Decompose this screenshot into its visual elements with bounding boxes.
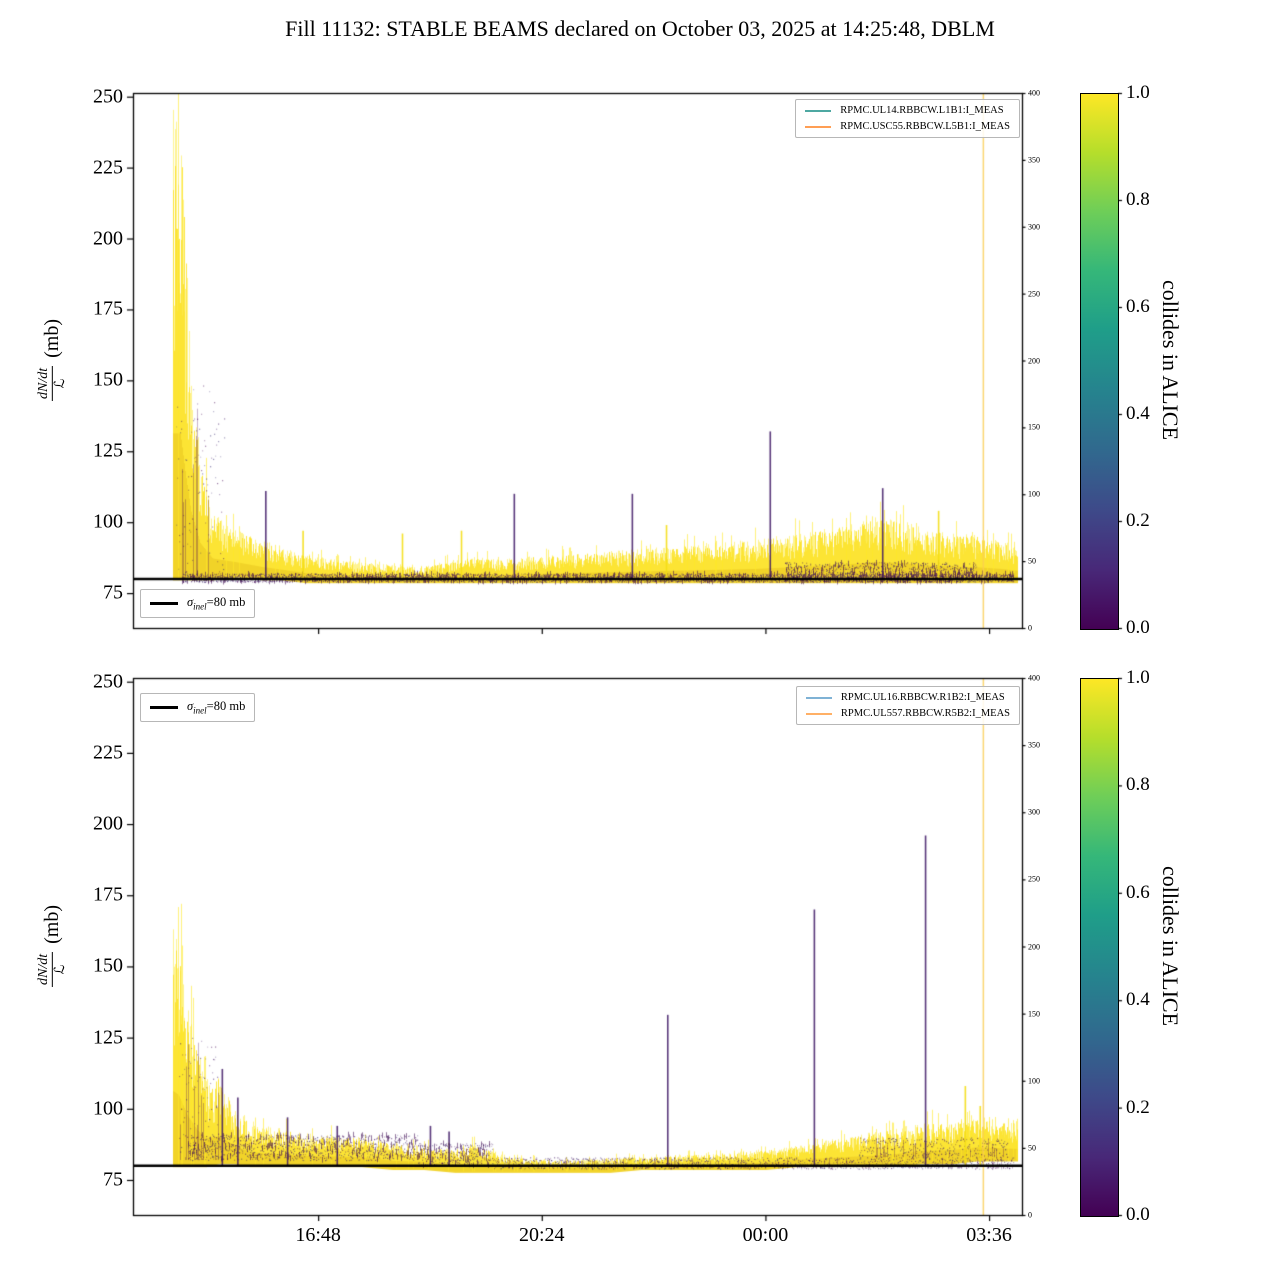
colorbar-tick-label: 0.8 [1126, 774, 1150, 796]
x-tick-label: 20:24 [518, 1224, 565, 1246]
right-axis-tick-label: 300 [1028, 222, 1040, 232]
right-axis-tick-label: 150 [1028, 1009, 1040, 1019]
legend-line-sample [805, 696, 832, 699]
y-tick-label: 200 [93, 812, 123, 835]
colorbar-tick-label: 0.2 [1126, 510, 1150, 531]
sigma-subscript: inel [193, 601, 207, 612]
y-axis-label-top: dN/dt ℒ (mb) [35, 318, 68, 402]
y-tick-label: 250 [93, 670, 123, 693]
y-tick-label: 175 [93, 297, 123, 320]
y-tick-label: 225 [93, 156, 123, 179]
right-axis-tick-label: 150 [1028, 422, 1040, 432]
sigma-label: σinel=80 mb [187, 699, 245, 716]
right-axis-tick-label: 50 [1028, 556, 1036, 566]
colorbar-tick-label: 0.4 [1126, 989, 1150, 1011]
sigma-label: σinel=80 mb [187, 595, 245, 612]
colorbar-tick-label: 0.8 [1126, 189, 1150, 210]
y-tick-label: 250 [93, 85, 123, 108]
right-axis-tick-label: 0 [1028, 623, 1032, 633]
legend-entry-label: RPMC.UL14.RBBCW.L1B1:I_MEAS [840, 105, 1004, 116]
legend-bottom: RPMC.UL16.RBBCW.R1B2:I_MEAS RPMC.UL557.R… [795, 686, 1020, 725]
legend-entry: RPMC.UL557.RBBCW.R5B2:I_MEAS [805, 708, 1010, 719]
sigma-symbol: σ [187, 595, 194, 609]
legend-entry-label: RPMC.USC55.RBBCW.L5B1:I_MEAS [840, 121, 1010, 132]
legend-line-sample [805, 712, 832, 715]
legend-entry-label: RPMC.UL16.RBBCW.R1B2:I_MEAS [840, 692, 1005, 703]
x-tick-label: 03:36 [966, 1224, 1012, 1246]
sigma-legend-bottom: σinel=80 mb [140, 693, 256, 722]
colorbar-tick-label: 1.0 [1126, 667, 1150, 688]
colorbar-label-top: collides in ALICE [1158, 279, 1183, 441]
sigma-subscript: inel [193, 705, 207, 716]
sigma-line-sample [150, 705, 178, 709]
sigma-value: =80 mb [206, 699, 246, 713]
y-tick-label: 100 [93, 1097, 123, 1120]
legend-top: RPMC.UL14.RBBCW.L1B1:I_MEAS RPMC.USC55.R… [795, 99, 1020, 138]
right-axis-tick-label: 350 [1028, 155, 1040, 165]
colorbar-tick-label: 0.2 [1126, 1096, 1150, 1118]
colorbar-tick-label: 1.0 [1126, 82, 1150, 103]
y-tick-label: 150 [93, 954, 123, 977]
y-tick-label: 175 [93, 883, 123, 906]
sigma-legend-entry: σinel=80 mb [150, 699, 245, 716]
sigma-symbol: σ [187, 699, 194, 713]
ylabel-numerator: dN/dt [35, 951, 53, 988]
y-tick-label: 125 [93, 1026, 123, 1049]
right-axis-tick-label: 350 [1028, 740, 1040, 750]
legend-line-sample [805, 109, 832, 112]
x-tick-label: 00:00 [742, 1224, 789, 1246]
right-axis-tick-label: 250 [1028, 874, 1040, 884]
colorbar-tick-label: 0.6 [1126, 296, 1150, 317]
right-axis-tick-label: 50 [1028, 1143, 1036, 1153]
y-tick-label: 225 [93, 741, 123, 764]
right-axis-tick-label: 250 [1028, 289, 1040, 299]
sigma-legend-top: σinel=80 mb [140, 589, 256, 618]
sigma-value: =80 mb [206, 595, 246, 609]
right-axis-tick-label: 200 [1028, 942, 1040, 951]
y-tick-label: 125 [93, 439, 123, 462]
colorbar-tick-label: 0.0 [1126, 1204, 1150, 1225]
colorbar-top [1080, 93, 1119, 630]
colorbar-tick-label: 0.6 [1126, 881, 1150, 903]
ylabel-denominator: ℒ [52, 964, 68, 975]
ylabel-numerator: dN/dt [35, 365, 53, 402]
figure-title: Fill 11132: STABLE BEAMS declared on Oct… [285, 16, 995, 41]
legend-entry: RPMC.USC55.RBBCW.L5B1:I_MEAS [805, 121, 1010, 132]
legend-entry: RPMC.UL16.RBBCW.R1B2:I_MEAS [805, 692, 1010, 703]
legend-entry: RPMC.UL14.RBBCW.L1B1:I_MEAS [805, 105, 1010, 116]
right-axis-tick-label: 400 [1028, 673, 1040, 683]
colorbar-tick-label: 0.4 [1126, 403, 1150, 424]
legend-entry-label: RPMC.UL557.RBBCW.R5B2:I_MEAS [840, 708, 1010, 719]
ylabel-unit: (mb) [40, 904, 63, 944]
right-axis-tick-label: 100 [1028, 489, 1040, 499]
right-axis-tick-label: 400 [1028, 88, 1040, 98]
legend-line-sample [805, 125, 832, 128]
y-axis-label-bottom: dN/dt ℒ (mb) [35, 904, 68, 988]
y-tick-label: 100 [93, 510, 123, 533]
y-axis-fraction-bottom: dN/dt ℒ [35, 951, 68, 988]
ylabel-unit: (mb) [40, 318, 63, 358]
sigma-legend-entry: σinel=80 mb [150, 595, 245, 612]
y-tick-label: 75 [103, 581, 123, 604]
right-axis-tick-label: 200 [1028, 356, 1040, 365]
y-axis-fraction-top: dN/dt ℒ [35, 365, 68, 402]
sigma-line-sample [150, 601, 178, 605]
right-axis-tick-label: 100 [1028, 1076, 1040, 1086]
y-tick-label: 75 [103, 1168, 123, 1191]
colorbar-bottom [1080, 678, 1119, 1217]
y-tick-label: 150 [93, 368, 123, 391]
y-tick-label: 200 [93, 227, 123, 250]
colorbar-label-bottom: collides in ALICE [1158, 865, 1183, 1027]
right-axis-tick-label: 0 [1028, 1210, 1032, 1220]
x-tick-label: 16:48 [295, 1224, 341, 1246]
colorbar-tick-label: 0.0 [1126, 617, 1150, 638]
ylabel-denominator: ℒ [52, 378, 68, 389]
right-axis-tick-label: 300 [1028, 807, 1040, 817]
